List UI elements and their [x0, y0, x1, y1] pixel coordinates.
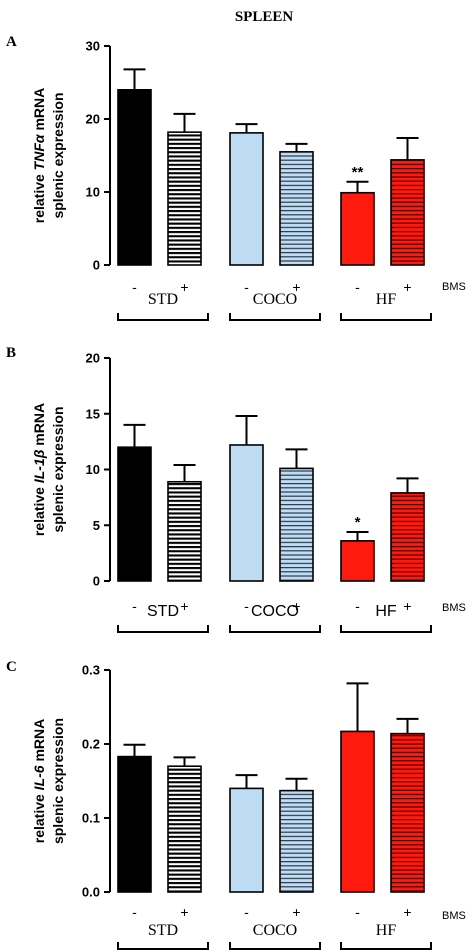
- bar-hf-minus: [340, 540, 375, 582]
- bar-coco-minus: [229, 132, 264, 266]
- y-axis-label-part: mRNA: [31, 403, 47, 450]
- y-axis-label-part: TNFα: [31, 133, 47, 170]
- bms-sign-label: +: [403, 279, 411, 295]
- y-tick-label: 20: [86, 112, 100, 127]
- y-axis-label: splenic expression: [50, 718, 66, 844]
- y-axis-label: splenic expression: [50, 92, 66, 218]
- bms-caption: BMS: [442, 281, 466, 293]
- bar-std-plus: [167, 480, 202, 582]
- y-tick-label: 30: [86, 39, 100, 54]
- y-axis-label-part: splenic expression: [50, 718, 66, 844]
- bar-std-minus: [117, 446, 152, 582]
- y-axis-label-part: IL-6: [31, 765, 47, 790]
- bms-sign-label: +: [292, 598, 300, 614]
- bar-hf-minus: [340, 191, 375, 266]
- y-tick-label: 5: [93, 518, 100, 533]
- bar-hf-minus: [340, 730, 375, 893]
- bms-sign-label: +: [403, 904, 411, 920]
- bms-sign-label: +: [180, 279, 188, 295]
- group-label: HF: [376, 291, 397, 308]
- y-axis-label-part: splenic expression: [50, 92, 66, 218]
- panel-c: C 0.0 0.1 0.2 0.3 relative IL-6 mRNA splenic e…: [6, 659, 466, 950]
- y-axis-label-part: relative: [31, 483, 47, 536]
- y-tick-label: 0.1: [82, 811, 100, 826]
- bms-sign-label: -: [132, 598, 137, 614]
- y-tick-label: 0: [93, 258, 100, 273]
- y-axis-label-part: relative: [31, 170, 47, 223]
- y-axis-label: relative IL-1β mRNA: [31, 403, 47, 536]
- bms-caption: BMS: [442, 910, 466, 922]
- bms-caption: BMS: [442, 602, 466, 614]
- panel-label: A: [6, 34, 17, 50]
- bar-coco-minus: [229, 444, 264, 582]
- bms-sign-label: +: [180, 598, 188, 614]
- group-label: COCO: [253, 922, 297, 939]
- y-axis-label-part: splenic expression: [50, 406, 66, 532]
- group-label: STD: [147, 603, 179, 620]
- bms-sign-label: -: [132, 904, 137, 920]
- bms-sign-label: -: [355, 904, 360, 920]
- bms-sign-label: +: [292, 279, 300, 295]
- group-label: HF: [375, 603, 397, 620]
- panel-b: B 0 5 10 15 20 relative IL-1β mRNA splenic expr…: [6, 345, 466, 633]
- bms-sign-label: +: [292, 904, 300, 920]
- y-axis-label: splenic expression: [50, 406, 66, 532]
- bar-hf-plus: [390, 732, 425, 893]
- panel-label: B: [6, 345, 16, 361]
- group-label: COCO: [251, 603, 299, 620]
- y-axis-label-part: IL-1β: [31, 449, 47, 483]
- bar-coco-plus: [279, 789, 314, 893]
- significance-annotation: *: [355, 514, 361, 531]
- bms-sign-label: -: [244, 904, 249, 920]
- bms-sign-label: +: [180, 904, 188, 920]
- bar-std-plus: [167, 131, 202, 266]
- bms-sign-label: -: [355, 279, 360, 295]
- bms-sign-label: -: [132, 279, 137, 295]
- y-axis-label: relative TNFα mRNA: [31, 88, 47, 224]
- y-tick-label: 15: [86, 406, 100, 421]
- group-label: HF: [376, 922, 397, 939]
- bar-std-minus: [117, 755, 152, 893]
- group-label: COCO: [253, 291, 297, 308]
- y-tick-label: 20: [86, 351, 100, 366]
- y-axis-label: relative IL-6 mRNA: [31, 719, 47, 844]
- bar-hf-plus: [390, 492, 425, 582]
- group-label: STD: [148, 291, 178, 308]
- bms-sign-label: -: [355, 598, 360, 614]
- bms-sign-label: +: [403, 598, 411, 614]
- y-tick-label: 0.2: [82, 737, 100, 752]
- y-axis-label-part: relative: [31, 790, 47, 843]
- bar-std-minus: [117, 89, 152, 266]
- figure-title: SPLEEN: [235, 9, 294, 25]
- y-tick-label: 10: [86, 185, 100, 200]
- bms-sign-label: -: [244, 279, 249, 295]
- bar-coco-plus: [279, 151, 314, 266]
- bar-std-plus: [167, 765, 202, 893]
- y-tick-label: 0.0: [82, 885, 100, 900]
- y-tick-label: 10: [86, 462, 100, 477]
- panel-label: C: [6, 659, 17, 675]
- y-tick-label: 0: [93, 574, 100, 589]
- y-axis-label-part: mRNA: [31, 88, 47, 135]
- y-axis-label-part: mRNA: [31, 719, 47, 766]
- bar-coco-minus: [229, 787, 264, 893]
- bms-sign-label: -: [244, 598, 249, 614]
- bar-coco-plus: [279, 467, 314, 582]
- y-tick-label: 0.3: [82, 663, 100, 678]
- panel-a: A 0 10 20 30 relative TNFα mRNA splenic expres…: [6, 34, 466, 321]
- bar-hf-plus: [390, 159, 425, 266]
- significance-annotation: **: [352, 164, 364, 181]
- group-label: STD: [148, 922, 178, 939]
